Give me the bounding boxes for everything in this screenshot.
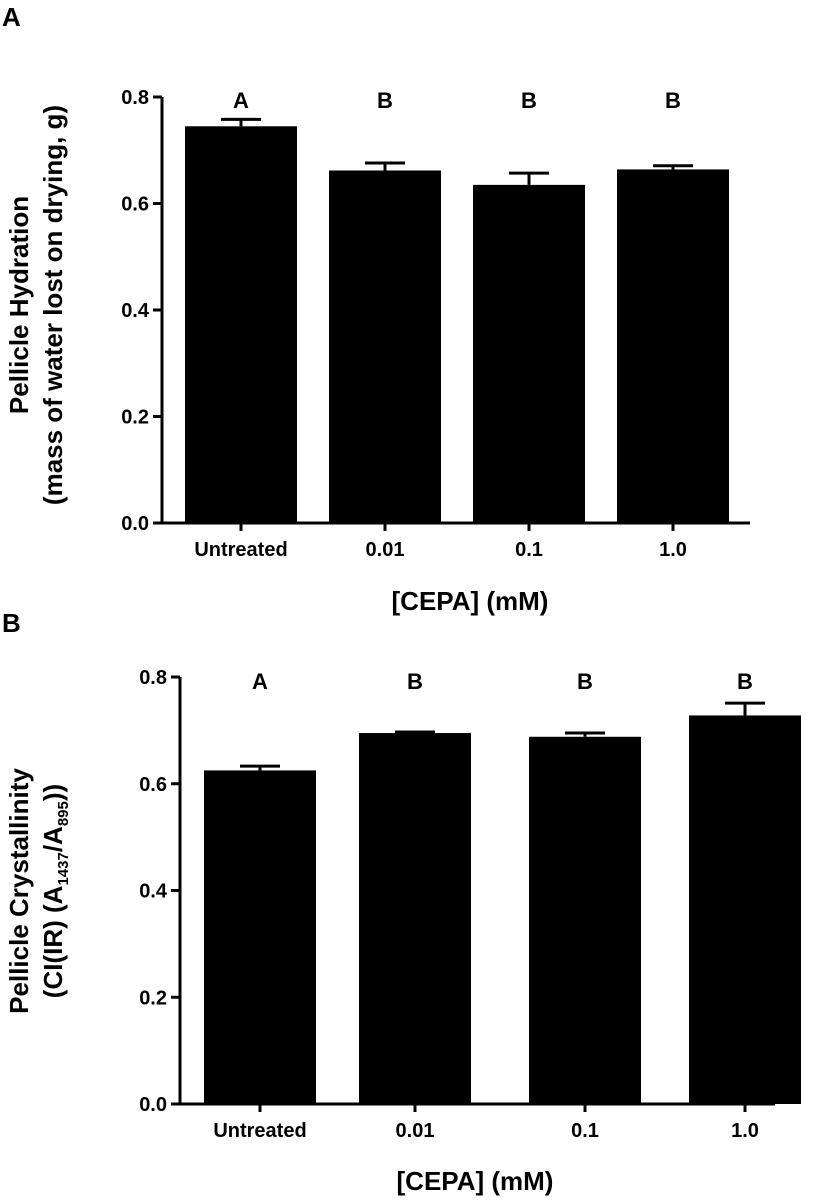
y-axis-label-b-line2: (CI(IR) (A1437/A895)) [38, 784, 72, 998]
bar-b [359, 733, 471, 1104]
y-tick-label-a: 0.8 [121, 87, 149, 109]
panel-letter-a: A [2, 2, 21, 32]
y-tick-label-b: 0.4 [139, 881, 168, 903]
y-tick-label-b: 0.6 [139, 774, 167, 796]
significance-letter-a: B [665, 88, 681, 113]
significance-letter-a: B [377, 88, 393, 113]
x-category-label-a: 1.0 [659, 539, 687, 561]
y-axis-label-b-line1: Pellicle Crystallinity [4, 768, 34, 1014]
panel-b: B Pellicle Crystallinity (CI(IR) (A1437/… [2, 608, 801, 1196]
plot-area-b: 0.0 0.2 0.4 0.6 0.8 Untreated A 0.01 B 0.1 B 1.0 B [139, 667, 801, 1142]
y-tick-label-a: 0.4 [121, 300, 150, 322]
panel-a: A Pellicle Hydration (mass of water lost… [2, 2, 750, 616]
x-category-label-b: 0.1 [571, 1120, 599, 1142]
significance-letter-a: B [521, 88, 537, 113]
y-tick-label-b: 0.8 [139, 667, 167, 689]
y-tick-label-a: 0.2 [121, 407, 149, 429]
x-axis-label-b: [CEPA] (mM) [397, 1166, 554, 1196]
y-tick-label-a: 0.6 [121, 194, 149, 216]
significance-letter-b: B [737, 669, 753, 694]
bar-b [529, 736, 641, 1104]
significance-letter-b: B [407, 669, 423, 694]
y-axis-label-a-line1: Pellicle Hydration [4, 196, 34, 414]
x-category-label-b: Untreated [213, 1120, 306, 1142]
y-tick-label-a: 0.0 [121, 513, 149, 535]
x-category-label-b: 1.0 [731, 1120, 759, 1142]
y-tick-label-b: 0.0 [139, 1094, 167, 1116]
bar-b [689, 715, 801, 1104]
x-category-label-a: 0.01 [366, 539, 405, 561]
bar-b [204, 770, 316, 1104]
bar-a [329, 170, 441, 524]
significance-letter-b: B [577, 669, 593, 694]
bar-a [473, 184, 585, 524]
x-category-label-b: 0.01 [396, 1120, 435, 1142]
significance-letter-a: A [233, 88, 249, 113]
x-category-label-a: 0.1 [515, 539, 543, 561]
x-category-label-a: Untreated [194, 539, 287, 561]
panel-letter-b: B [2, 608, 21, 638]
y-axis-label-a-line2: (mass of water lost on drying, g) [38, 105, 68, 505]
y-tick-label-b: 0.2 [139, 987, 167, 1009]
bar-a [185, 126, 297, 523]
bar-a [617, 169, 729, 524]
plot-area-a: 0.0 0.2 0.4 0.6 0.8 Untreated A 0.01 B 0.1 B 1.0 B [121, 87, 750, 561]
x-axis-label-a: [CEPA] (mM) [392, 586, 549, 616]
significance-letter-b: A [252, 669, 268, 694]
